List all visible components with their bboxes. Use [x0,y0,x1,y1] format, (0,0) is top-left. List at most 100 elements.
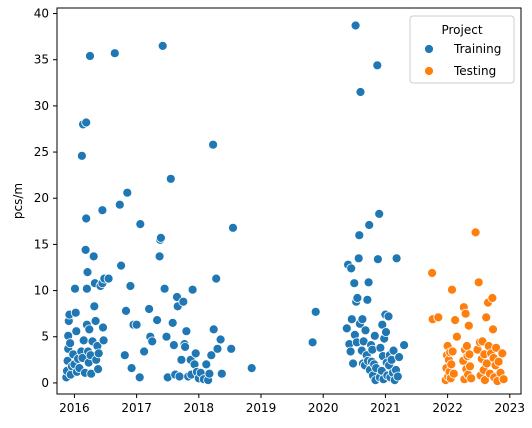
data-point-training [65,338,75,349]
data-point-training [346,263,357,274]
data-point-training [388,345,399,356]
data-point-training [216,368,227,379]
data-point-training [122,187,133,198]
data-point-training [109,48,120,59]
data-point-testing [493,356,504,367]
data-point-training [215,334,226,345]
data-point-training [348,358,359,369]
legend-label-training: Training [453,42,501,56]
data-point-training [369,330,380,341]
data-point-testing [450,315,461,326]
data-point-training [180,341,191,352]
data-point-training [212,343,223,354]
x-tick-label: 2020 [308,401,339,415]
data-point-testing [481,312,492,323]
data-point-training [97,205,108,216]
data-point-training [139,346,150,357]
data-point-training [392,371,403,382]
y-tick-label: 20 [34,191,49,205]
data-point-testing [447,346,458,357]
data-point-testing [464,349,475,360]
data-point-training [211,273,222,284]
data-point-training [360,325,371,336]
data-point-training [341,323,352,334]
data-point-testing [460,308,471,319]
data-point-training [116,260,126,271]
data-point-testing [473,277,484,288]
y-tick-label: 0 [41,376,49,390]
data-point-training [190,348,201,359]
data-point-training [84,324,95,335]
data-point-training [168,340,179,351]
data-point-testing [488,324,498,335]
data-point-training [206,350,217,361]
data-point-training [86,368,97,379]
y-tick-label: 15 [34,237,49,251]
plot-frame [56,7,522,395]
data-point-testing [427,268,438,278]
data-point-training [355,87,366,97]
data-point-training [346,314,357,325]
x-tick-label: 2019 [246,401,277,415]
data-point-training [157,41,168,51]
data-point-training [374,208,385,219]
data-point-training [350,20,361,31]
data-point-training [178,296,189,307]
data-point-training [78,335,89,346]
data-point-training [71,326,82,337]
data-point-training [345,346,356,357]
data-point-training [82,267,93,278]
data-point-training [354,230,365,241]
data-point-training [201,359,212,370]
y-tick-label: 35 [34,53,49,67]
data-point-training [131,319,142,330]
data-point-testing [463,320,474,331]
data-point-training [372,254,383,265]
data-point-training [246,363,257,374]
data-point-training [310,306,321,317]
data-point-training [154,251,165,262]
x-tick-label: 2016 [59,401,90,415]
y-tick-label: 5 [41,330,49,344]
data-point-training [103,273,114,284]
data-point-training [353,253,364,264]
data-point-training [174,371,185,382]
x-tick-label: 2018 [184,401,215,415]
data-point-testing [461,341,472,351]
data-point-training [89,301,100,312]
x-axis: 2016 2017 2018 2019 2020 2021 2022 2023 [59,394,525,415]
legend-marker-testing [424,66,434,76]
data-point-training [152,315,163,326]
data-point-testing [497,348,508,359]
data-point-training [80,244,91,255]
data-point-training [167,317,178,328]
data-point-training [155,232,166,243]
data-point-training [375,342,386,353]
x-tick-label: 2021 [370,401,401,415]
data-point-training [147,336,158,347]
data-point-training [144,304,155,314]
data-point-training [362,294,373,305]
data-point-testing [466,373,477,384]
data-point-training [399,340,410,351]
data-point-testing [446,359,457,370]
legend-label-testing: Testing [453,64,496,78]
data-point-training [364,220,375,230]
data-point-training [307,337,318,348]
data-point-training [81,117,92,128]
data-point-training [352,293,363,303]
data-point-training [93,348,104,359]
data-point-training [381,327,391,338]
data-point-testing [491,342,502,353]
y-axis: 0 5 10 15 20 25 30 35 40 [34,7,57,390]
data-point-training [383,311,394,322]
data-point-training [134,372,145,383]
data-point-testing [451,331,462,342]
data-point-training [349,278,360,289]
data-point-testing [498,374,509,385]
data-point-training [226,343,237,354]
data-point-training [208,324,219,335]
data-point-testing [479,375,490,386]
data-point-training [161,331,172,342]
